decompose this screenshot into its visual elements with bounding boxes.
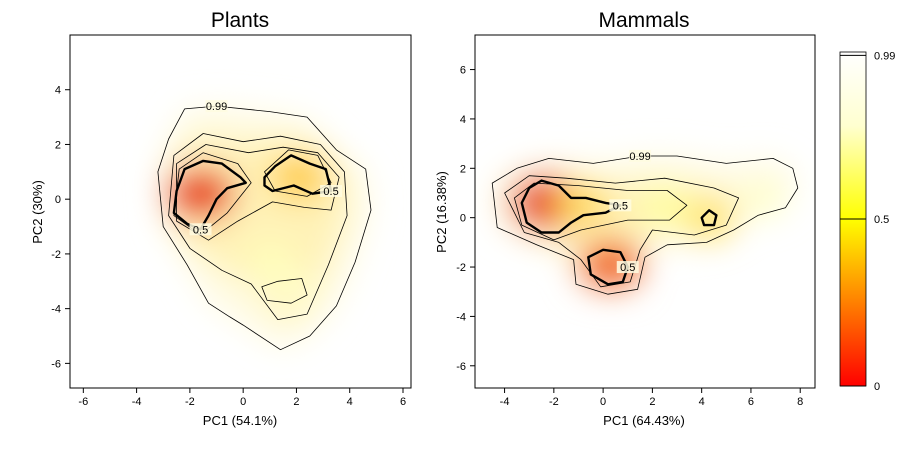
- contour-label-background: [616, 261, 639, 274]
- plants-y-axis: -6 -4 -2 0 2 4: [51, 85, 70, 370]
- contour-label: 0.99: [206, 101, 227, 113]
- plants-panel: Plants 0.99 0.5 0.5 -6 -4 -2 0 2 4 6 -6 -4 -2 0 2 4 P…: [30, 9, 412, 428]
- contour-label-background: [189, 223, 212, 236]
- contour-label-background: [205, 100, 228, 113]
- contour-label-background: [320, 184, 343, 197]
- mammals-contours: 0.99 0.5 0.5: [491, 149, 799, 295]
- x-tick-label: 6: [400, 396, 406, 408]
- mammals-x-axis-label: PC1 (64.43%): [603, 413, 685, 428]
- x-tick-label: -4: [500, 396, 510, 408]
- x-tick-label: 8: [797, 396, 803, 408]
- color-legend-tick-label: 0.5: [874, 214, 889, 226]
- x-tick-label: 0: [600, 396, 606, 408]
- contour-line: [261, 278, 308, 304]
- x-tick-label: 4: [347, 396, 353, 408]
- y-tick-label: 4: [460, 114, 466, 126]
- y-tick-label: 0: [55, 194, 61, 206]
- x-tick-label: 2: [649, 396, 655, 408]
- density-peak: [682, 199, 736, 241]
- plants-plot-frame: [69, 34, 412, 389]
- color-legend-tick-label: 0: [874, 381, 880, 393]
- contour-label: 0.5: [613, 200, 628, 212]
- plants-y-axis-label: PC2 (30%): [30, 180, 45, 244]
- mammals-title: Mammals: [598, 9, 689, 32]
- y-tick-label: 2: [460, 163, 466, 175]
- contour-label-background: [629, 149, 652, 162]
- contour-line: [157, 105, 372, 351]
- density-peak: [247, 241, 293, 277]
- density-peak: [741, 183, 786, 218]
- plants-title: Plants: [211, 9, 269, 32]
- mammals-panel: Mammals 0.990.50.5 -4 -2 0 2 4 6 8 -6-4-20246 …: [434, 9, 816, 428]
- contour-label: 0.5: [620, 262, 635, 274]
- density-peak-core: [181, 179, 220, 209]
- plants-heatmap: 0.99 0.5 0.5: [157, 100, 372, 351]
- x-tick-label: -2: [549, 396, 559, 408]
- x-tick-label: -4: [132, 396, 142, 408]
- color-legend-tick-label: 0.99: [874, 50, 895, 62]
- contour-line: [491, 155, 799, 295]
- color-legend: 0.99 0.5 0: [839, 50, 895, 393]
- contour-line: [176, 144, 340, 241]
- density-peak: [640, 188, 690, 227]
- plants-x-axis: -6 -4 -2 0 2 4 6: [78, 388, 406, 408]
- y-tick-label: 0: [460, 213, 466, 225]
- x-tick-label: -2: [185, 396, 195, 408]
- color-legend-ticks: 0.99 0.5 0: [840, 50, 895, 393]
- y-tick-label: 2: [55, 139, 61, 151]
- mammals-plot-frame: [474, 34, 816, 389]
- density-peak: [269, 269, 313, 304]
- y-tick-label: 4: [55, 85, 61, 97]
- contour-line-0.5: [172, 159, 247, 231]
- plants-contours: 0.99 0.5 0.5: [157, 100, 372, 351]
- contour-label: 0.99: [629, 151, 650, 163]
- y-tick-label: -6: [456, 361, 466, 373]
- x-tick-label: 4: [699, 396, 705, 408]
- y-tick-label: -4: [51, 304, 61, 316]
- y-tick-label: 6: [460, 65, 466, 77]
- mammals-heatmap: 0.99 0.5 0.5: [491, 149, 799, 295]
- contour-label: 0.5: [323, 186, 338, 198]
- y-tick-label: -6: [51, 358, 61, 370]
- contour-line: [173, 152, 252, 236]
- y-tick-label: -2: [51, 249, 61, 261]
- contour-line-0.5: [587, 248, 629, 286]
- y-tick-label: -2: [456, 262, 466, 274]
- contour-line: [168, 133, 348, 320]
- plants-x-axis-label: PC1 (54.1%): [203, 413, 277, 428]
- x-tick-label: -6: [78, 396, 88, 408]
- contour-label-background: [609, 199, 632, 212]
- y-tick-label: -4: [456, 311, 466, 323]
- mammals-y-axis-label: PC2 (16.38%): [434, 171, 449, 253]
- contour-line: [514, 182, 688, 241]
- contour-line-0.5: [700, 209, 718, 227]
- mammals-x-axis: -4 -2 0 2 4 6 8: [500, 388, 803, 408]
- mammals-heat-layer: [492, 156, 798, 295]
- mammals-y-axis: -6 -4 -2 0 2 4 6: [456, 65, 475, 373]
- x-tick-label: 0: [240, 396, 246, 408]
- contour-line: [504, 175, 739, 288]
- contour-label: 0.5: [193, 224, 208, 236]
- x-tick-label: 2: [293, 396, 299, 408]
- x-tick-label: 6: [748, 396, 754, 408]
